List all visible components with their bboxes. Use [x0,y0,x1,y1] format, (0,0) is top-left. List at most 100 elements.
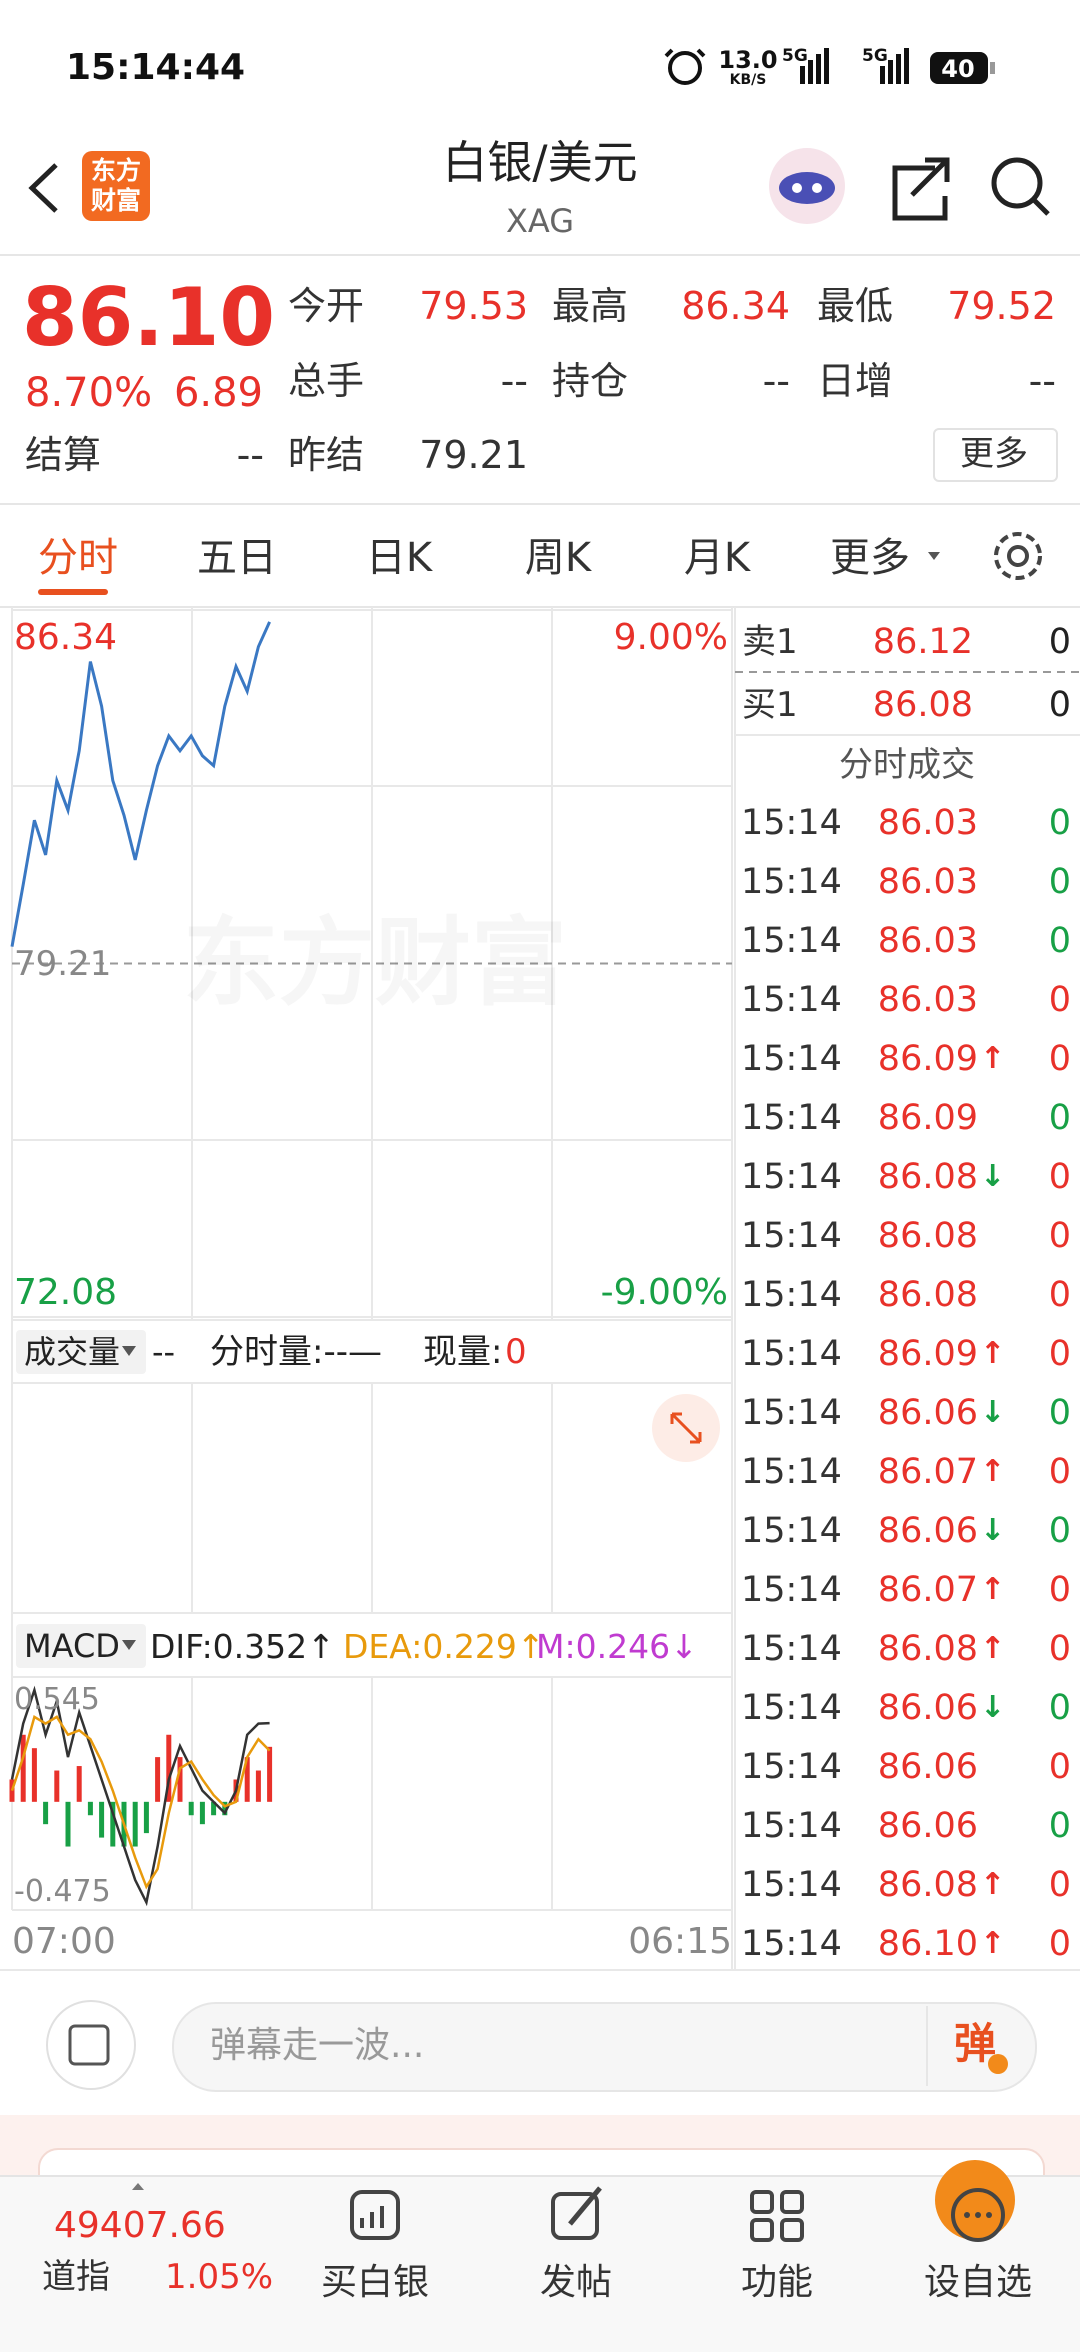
minute-volume: 分时量:--— [210,1332,382,1372]
trade-volume: 0 [1048,1333,1071,1374]
trade-time: 15:14 [741,1097,842,1138]
share-icon[interactable] [892,157,950,221]
index-change: 1.05% [165,2257,274,2297]
macd-selector-label[interactable]: MACD [24,1627,120,1665]
more-button[interactable] [933,428,1058,482]
trade-price: 86.08 [877,1628,978,1669]
trade-time: 15:14 [741,1628,842,1669]
bottom-nav [0,2175,1080,2352]
comment-icon[interactable] [46,2000,136,2090]
comment-placeholder[interactable]: 弹幕走一波... [210,2025,425,2066]
order-level: 卖1 [742,622,798,662]
more-button-label[interactable]: 更多 [960,434,1028,474]
tab[interactable]: 周K [524,535,592,581]
trade-time: 15:14 [741,1038,842,1079]
macd-bar [87,1801,93,1816]
macd-bar [255,1770,261,1802]
macd-bar [132,1801,138,1847]
tab[interactable]: 日K [365,535,433,581]
current-volume-label: 现量: [423,1332,503,1372]
field-value: 79.21 [419,433,528,477]
tab-underline [38,589,108,595]
field-value: -- [762,359,790,403]
trade-time: 15:14 [741,920,842,961]
y-axis-label: 72.08 [14,1272,118,1313]
tab[interactable]: 分时 [38,535,118,581]
macd-selector[interactable] [16,1624,146,1668]
change-pct: 8.70% [25,370,153,416]
trade-volume: 0 [1048,1274,1071,1315]
trade-volume: 0 [1048,1628,1071,1669]
macd-axis-label: 0.545 [14,1682,100,1717]
trade-time: 15:14 [741,979,842,1020]
macd-axis-label: -0.475 [14,1874,111,1909]
trade-price: 86.08 [877,1156,978,1197]
tab[interactable]: 更多 [830,535,910,581]
order-price: 86.08 [872,684,973,725]
price-line [10,621,271,947]
trade-time: 15:14 [741,1215,842,1256]
y-axis-label: 86.34 [14,617,118,658]
trade-volume: 0 [1048,861,1071,902]
field-label: 结算 [25,433,102,477]
nav-item[interactable]: 设自选 [923,2262,1033,2303]
tab[interactable]: 月K [683,535,751,581]
tab[interactable]: 五日 [197,535,277,581]
dea-line [10,1714,271,1890]
back-icon[interactable] [28,163,58,213]
macd-bar [199,1801,205,1825]
logo-text: 财富 [90,185,142,215]
macd-bar [20,1734,26,1802]
trade-time: 15:14 [741,1392,842,1433]
macd-bar [267,1746,273,1802]
volume-selector-label[interactable]: 成交量 [24,1333,121,1371]
trade-arrow: ↑ [980,1631,1006,1666]
trade-price: 86.06 [877,1392,978,1433]
trade-volume: 0 [1048,1451,1071,1492]
trade-price: 86.06 [877,1746,978,1787]
trade-price: 86.09 [877,1038,978,1079]
trade-volume: 0 [1048,1156,1071,1197]
net-speed: 13.0 [718,46,778,74]
trade-time: 15:14 [741,802,842,843]
trade-volume: 0 [1048,1038,1071,1079]
order-volume: 0 [1048,621,1071,662]
net-speed-unit: KB/S [729,72,767,88]
trade-volume: 0 [1048,1805,1071,1846]
signal-label: 5G [782,45,808,66]
macd-bar [211,1801,217,1816]
nav-item[interactable]: 发帖 [539,2262,613,2303]
trade-price: 86.08 [877,1215,978,1256]
trade-time: 15:14 [741,1333,842,1374]
macd-bar [110,1801,116,1847]
trade-volume: 0 [1048,802,1071,843]
comment-input[interactable] [172,2002,1037,2092]
trade-time: 15:14 [741,1864,842,1905]
trade-time: 15:14 [741,1156,842,1197]
trade-volume: 0 [1048,920,1071,961]
trade-volume: 0 [1048,979,1071,1020]
trade-arrow: ↓ [980,1513,1006,1548]
search-icon[interactable] [991,157,1043,209]
field-label: 最高 [552,284,629,328]
order-volume: 0 [1048,684,1071,725]
trade-volume: 0 [1048,1746,1071,1787]
field-label: 今开 [288,284,365,328]
field-label: 总手 [288,359,365,403]
trade-arrow: ↑ [980,1336,1006,1371]
trade-price: 86.07 [877,1569,978,1610]
macd-bar [244,1757,250,1802]
nav-item[interactable]: 买白银 [320,2262,430,2303]
x-axis-label: 06:15 [628,1921,732,1962]
macd-bar [54,1770,60,1802]
volume-selector[interactable] [16,1330,146,1374]
danmaku-button[interactable]: 弹 [953,2019,997,2068]
y-axis-label: 79.21 [14,943,112,984]
field-value: 79.52 [947,284,1056,328]
trade-price: 86.07 [877,1451,978,1492]
nav-item[interactable]: 功能 [740,2262,814,2303]
trade-volume: 0 [1048,1392,1071,1433]
macd-bar [222,1801,228,1816]
